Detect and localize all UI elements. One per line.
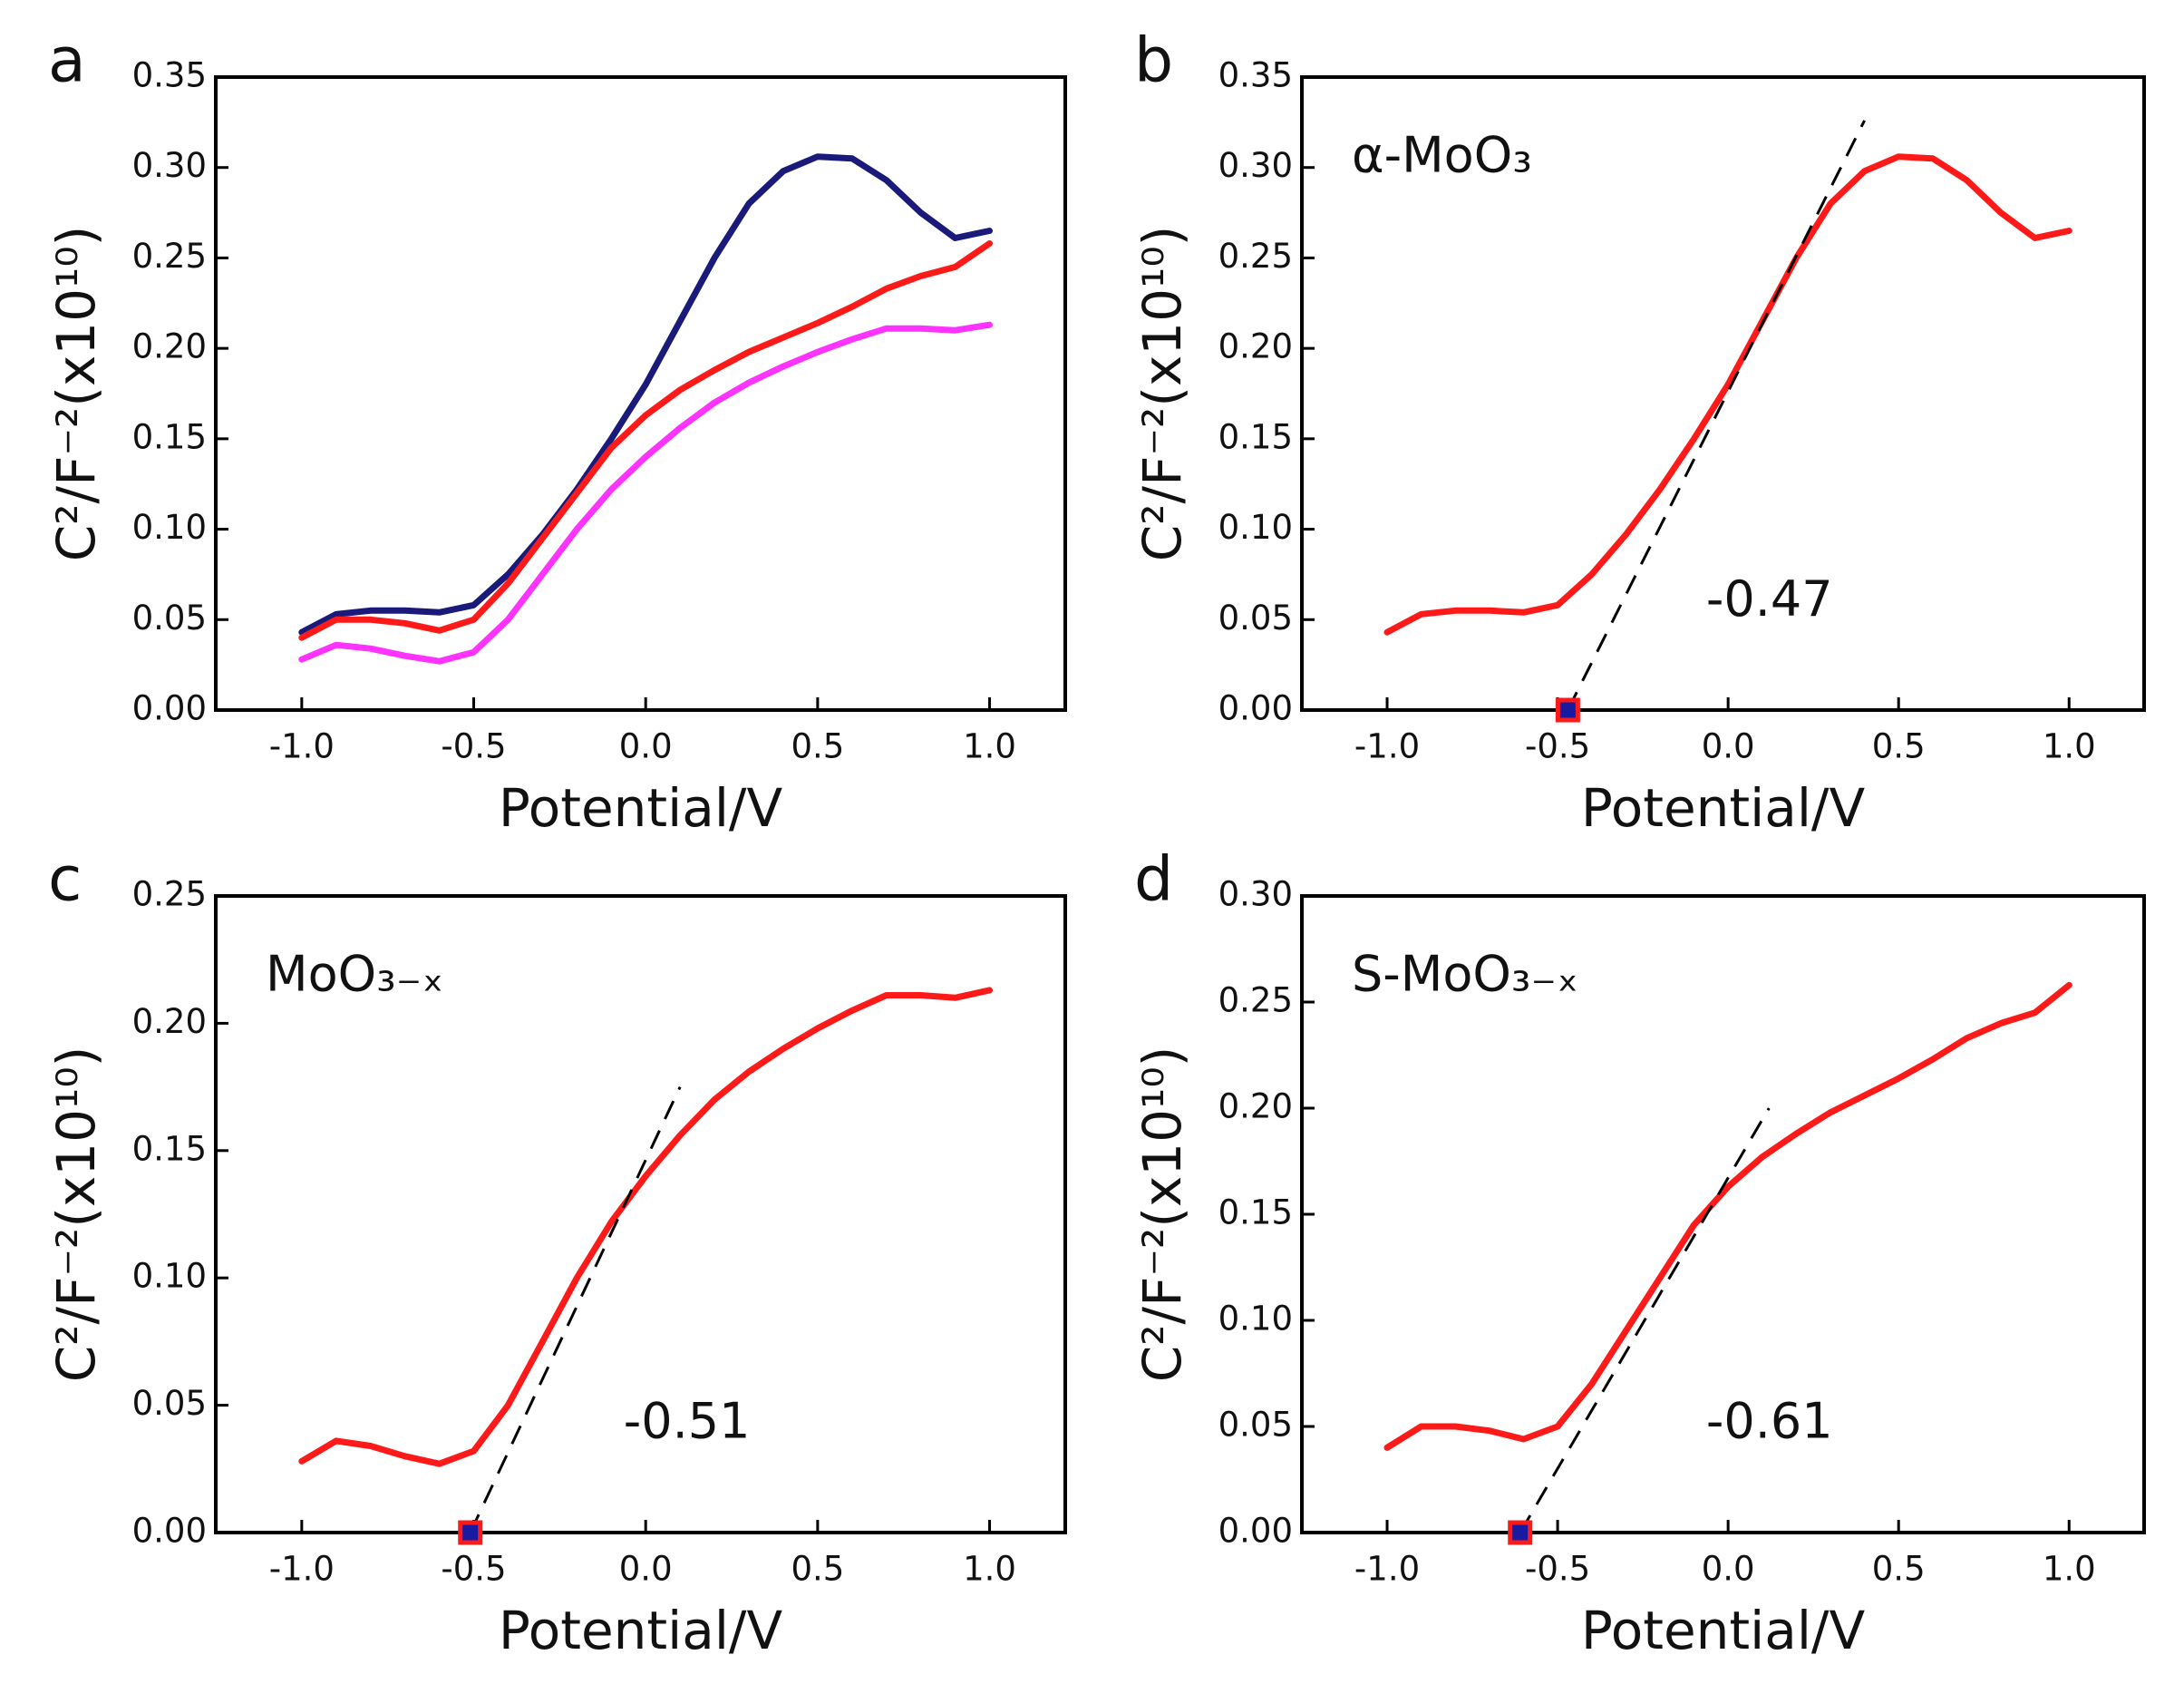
y-tick-label: 0.05 [1218, 599, 1293, 638]
y-tick-label: 0.35 [1218, 56, 1293, 95]
y-tick-label: 0.20 [1218, 327, 1293, 366]
x-tick-label: -1.0 [269, 727, 335, 766]
y-axis-label: C²/F⁻²(x10¹⁰) [45, 1046, 107, 1382]
sample-label: α-MoO₃ [1352, 127, 1532, 184]
y-tick-label: 0.15 [132, 1129, 207, 1168]
y-axis-label: C²/F⁻²(x10¹⁰) [1131, 226, 1193, 561]
y-tick-label: 0.15 [1218, 1193, 1293, 1232]
y-tick-label: 0.15 [132, 417, 207, 456]
y-tick-label: 0.20 [1218, 1087, 1293, 1126]
x-tick-label: 0.5 [1872, 1550, 1926, 1589]
panel-label: a [48, 25, 86, 97]
y-tick-label: 0.30 [1218, 146, 1293, 185]
y-tick-label: 0.05 [1218, 1406, 1293, 1445]
y-axis-label: C²/F⁻²(x10¹⁰) [1131, 1046, 1193, 1382]
y-tick-label: 0.10 [1218, 1300, 1293, 1338]
y-tick-label: 0.25 [132, 875, 207, 914]
intercept-marker [1508, 1520, 1533, 1545]
x-tick-label: -0.5 [441, 1550, 506, 1589]
intercept-label: -0.51 [624, 1392, 751, 1449]
y-tick-label: 0.20 [132, 1002, 207, 1041]
plot-frame [214, 894, 1067, 1534]
x-tick-label: 0.0 [1702, 727, 1755, 766]
x-tick-label: 0.0 [619, 1550, 673, 1589]
data-line [298, 321, 993, 665]
y-tick-label: 0.05 [132, 1384, 207, 1423]
x-tick-label: 0.0 [619, 727, 673, 766]
sample-label: MoO₃₋ₓ [266, 946, 443, 1003]
x-tick-label: 1.0 [963, 1550, 1016, 1589]
y-tick-label: 0.35 [132, 56, 207, 95]
x-axis-label: Potential/V [499, 1600, 783, 1661]
y-tick-label: 0.30 [132, 146, 207, 185]
y-tick-label: 0.00 [1218, 1512, 1293, 1551]
x-tick-label: 1.0 [2043, 1550, 2096, 1589]
x-axis-label: Potential/V [1581, 1600, 1866, 1661]
fit-line [1567, 120, 1866, 711]
x-tick-label: 0.0 [1702, 1550, 1755, 1589]
data-line [298, 987, 993, 1467]
x-tick-label: -0.5 [1525, 727, 1590, 766]
panel-label: c [48, 844, 82, 916]
y-tick-label: 0.05 [132, 599, 207, 638]
fit-line [1519, 1107, 1771, 1533]
y-tick-label: 0.20 [132, 327, 207, 366]
x-tick-label: 0.5 [791, 727, 844, 766]
y-tick-label: 0.25 [1218, 981, 1293, 1020]
x-tick-label: -0.5 [1525, 1550, 1590, 1589]
sample-label: S-MoO₃₋ₓ [1352, 946, 1578, 1003]
data-line [1383, 153, 2072, 636]
y-tick-label: 0.10 [1218, 508, 1293, 547]
x-tick-label: 0.5 [1872, 727, 1926, 766]
x-axis-label: Potential/V [499, 777, 783, 839]
x-tick-label: 1.0 [2043, 727, 2096, 766]
x-axis-label: Potential/V [1581, 777, 1866, 839]
panel-label: d [1134, 844, 1173, 916]
intercept-marker [458, 1520, 483, 1545]
plot-frame [214, 75, 1067, 712]
y-tick-label: 0.00 [132, 689, 207, 728]
data-line [1383, 981, 2072, 1451]
y-tick-label: 0.15 [1218, 417, 1293, 456]
y-tick-label: 0.10 [132, 1257, 207, 1296]
intercept-label: -0.47 [1706, 570, 1833, 628]
y-tick-label: 0.00 [132, 1512, 207, 1551]
y-tick-label: 0.10 [132, 508, 207, 547]
panel-label: b [1134, 25, 1173, 97]
x-tick-label: -1.0 [269, 1550, 335, 1589]
fit-line [469, 1085, 682, 1533]
y-tick-label: 0.00 [1218, 689, 1293, 728]
x-tick-label: 0.5 [791, 1550, 844, 1589]
x-tick-label: -1.0 [1354, 1550, 1420, 1589]
x-tick-label: -0.5 [441, 727, 506, 766]
intercept-label: -0.61 [1706, 1392, 1833, 1449]
y-tick-label: 0.30 [1218, 875, 1293, 914]
data-line [298, 153, 993, 636]
plot-frame [1300, 75, 2146, 712]
y-axis-label: C²/F⁻²(x10¹⁰) [45, 226, 107, 561]
x-tick-label: -1.0 [1354, 727, 1420, 766]
x-tick-label: 1.0 [963, 727, 1016, 766]
intercept-marker [1555, 697, 1580, 723]
y-tick-label: 0.25 [132, 237, 207, 276]
y-tick-label: 0.25 [1218, 237, 1293, 276]
data-line [298, 240, 993, 641]
